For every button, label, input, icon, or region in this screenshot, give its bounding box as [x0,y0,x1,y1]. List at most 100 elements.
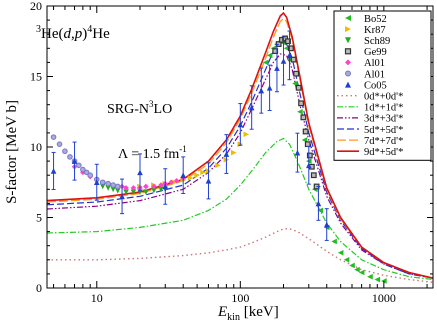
legend-marker-al01 [345,70,351,77]
point-kr87 [200,169,206,176]
legend-label-al01: Al01 [364,69,385,80]
point-al01 [62,148,68,155]
legend-label-ge99: Ge99 [364,47,387,58]
y-tick-label: 15 [30,70,42,84]
point-sch89 [123,189,129,195]
point-bo52 [374,276,381,283]
point-sch89 [130,189,137,195]
point-al01 [168,179,175,186]
point-bo52 [354,266,360,273]
point-al01 [99,179,106,186]
point-al01 [83,169,90,176]
point-co05 [294,149,301,156]
plot-frame [46,5,434,289]
point-co05 [162,183,169,190]
reaction-label: 3He(d,p)4He [36,24,110,42]
point-bo52 [349,262,355,269]
point-bo52 [381,278,387,284]
point-co05 [286,52,293,59]
point-al01 [50,134,57,140]
point-co05 [315,200,322,207]
legend: Bo52Kr87Sch89Ge99Al01Al01Co050d*+0d'*1d*… [333,10,432,161]
point-al01 [123,185,129,191]
curve-0d-0d [47,228,434,284]
point-sch89 [158,186,164,193]
point-bo52 [331,238,337,245]
y-tick-label: 5 [36,211,42,225]
legend-box [333,10,432,161]
point-co05 [258,87,265,94]
point-ge99 [295,84,302,91]
point-al01 [67,154,73,160]
legend-label-co05: Co05 [364,80,387,91]
legend-label-0d-0d: 0d*+0d'* [364,92,403,103]
point-sch89 [114,187,121,194]
point-co05 [137,169,143,176]
point-ge99 [310,172,317,179]
point-co05 [274,65,280,71]
point-al01 [110,182,116,188]
y-axis-label: S-factor [MeV b] [4,100,20,204]
point-ge99 [300,114,307,121]
point-kr87 [230,149,237,156]
point-bo52 [358,269,365,276]
point-ge99 [306,152,313,159]
legend-label-kr87: Kr87 [364,25,386,36]
point-ge99 [302,128,309,135]
data-points [50,30,387,284]
point-al01 [130,185,137,191]
legend-label-7d-7d: 7d*+7d'* [364,136,403,147]
legend-label-3d-3d: 3d*+3d'* [364,114,403,125]
legend-label-9d-5d: 9d*+5d'* [364,147,403,158]
x-axis-label: Ekin [keV] [217,304,279,323]
point-al01 [173,178,180,184]
point-kr87 [187,175,194,181]
x-tick-label: 10 [91,291,103,305]
point-co05 [323,221,330,228]
point-ge99 [304,141,311,148]
lambda-label: Λ = 1.5 fm-1 [118,144,187,162]
point-co05 [280,58,287,64]
point-co05 [223,151,230,157]
point-al01 [151,183,157,190]
legend-label-bo52: Bo52 [364,14,387,25]
point-sch89 [151,187,157,194]
x-tick-label: 100 [231,291,249,305]
point-co05 [237,121,244,128]
y-tick-label: 0 [36,281,42,295]
y-tick-label: 10 [30,140,42,154]
point-co05 [266,84,273,91]
point-kr87 [172,179,178,186]
method-label: SRG-N3LO [107,99,172,117]
point-al01 [87,172,94,178]
point-sch89 [105,185,111,191]
legend-label-1d-1d: 1d*+1d'* [364,103,403,114]
point-sch89 [99,183,106,190]
point-bo52 [317,207,323,214]
legend-marker-al01 [345,59,351,66]
legend-marker-ge99 [344,48,352,55]
point-co05 [248,104,255,111]
point-ge99 [272,48,279,55]
legend-marker-bo52 [345,15,351,21]
point-al01 [80,166,86,173]
curve-9d-5d [46,11,434,279]
point-kr87 [215,162,221,169]
point-ge99 [293,70,300,77]
point-al01 [105,180,111,187]
legend-marker-sch89 [345,37,351,44]
x-tick-label: 1000 [372,291,396,305]
point-co05 [93,179,100,186]
point-co05 [305,162,312,169]
y-tick-label: 20 [30,0,42,13]
point-co05 [50,168,57,174]
point-al01 [56,141,63,147]
legend-marker-co05 [345,81,351,88]
point-co05 [180,172,186,178]
point-bo52 [337,249,344,256]
point-al01 [76,162,82,169]
axis-ticks: 0 5 10 15 20 10 100 1000 [30,0,433,305]
point-bo52 [283,45,290,52]
point-kr87 [243,131,250,138]
curve-1d-1d [46,137,434,281]
